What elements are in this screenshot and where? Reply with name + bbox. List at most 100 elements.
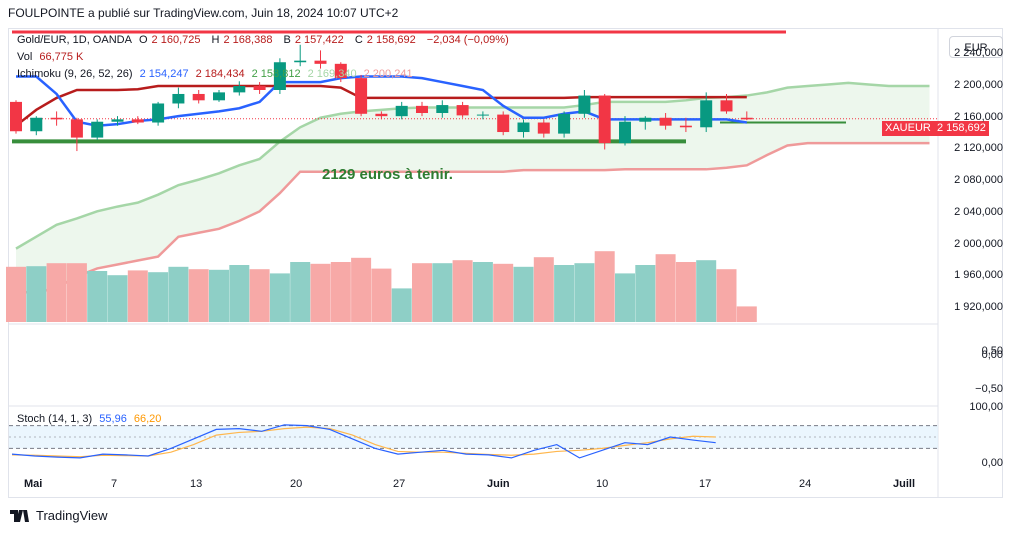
price-tag: XAUEUR 2 158,692 [882,121,989,136]
chart-frame [8,28,1003,498]
volume-bar [351,257,372,322]
volume-bar [46,263,67,322]
candle-body [476,114,489,116]
candle-body [273,62,286,90]
volume-bar [412,263,432,322]
stoch-band [9,425,938,449]
time-tick-label: Mai [24,478,43,490]
volume-bar [513,266,534,322]
candle-body [639,117,652,122]
candle-body [314,60,327,64]
candle-body [213,92,225,101]
candle-body [416,105,428,113]
legend-ichimoku-row: Ichimoku (9, 26, 52, 26) 2 154,247 2 184… [17,68,417,80]
osc-tick-label: −0,50 [975,383,1003,395]
price-tick-label: 2 080,000 [954,174,1003,187]
tradingview-logo-icon [10,509,29,522]
volume-bar [736,306,757,322]
candle-body [537,122,550,134]
candle-body [152,103,165,123]
legend-stoch-label: Stoch (14, 1, 3) [17,413,93,425]
volume-bar [269,273,290,322]
candle-body [679,125,692,128]
legend-stoch-k: 55,96 [99,413,127,425]
time-tick-label: 24 [799,478,812,490]
volume-bar [310,263,331,322]
candle-body [30,117,43,132]
candle-body [700,100,713,128]
candle-body [50,117,63,120]
volume-bar [371,268,392,322]
price-tick-label: 2 240,000 [954,47,1003,60]
candle-body [294,60,307,63]
support-annotation: 2129 euros à tenir. [322,166,453,183]
ichimoku-cloud [16,82,930,293]
volume-bar [148,272,169,322]
volume-bar [6,266,26,322]
volume-bar [127,270,148,322]
legend-stoch-row: Stoch (14, 1, 3) 55,96 66,20 [17,413,165,425]
candle-body [375,113,388,117]
volume-bar [696,260,717,322]
candle-body [131,119,144,123]
time-tick-label: Juin [487,478,510,490]
candle-body [395,105,408,117]
candle-body [436,105,449,113]
kijun-line [15,84,747,127]
volume-bar [26,266,47,322]
legend-stoch-d: 66,20 [133,413,162,425]
senkou-a-line [15,81,930,250]
candle-body [456,105,469,116]
price-tick-label: 1 920,000 [954,301,1003,314]
price-tick-label: 2 000,000 [954,237,1003,250]
candle-body [598,95,611,144]
stoch-tick-label: 100,00 [969,401,1003,413]
candle-body [334,63,347,79]
volume-bar [209,269,229,322]
legend-ichi-tenkan: 2 154,247 [139,68,189,80]
stoch-k-line [11,424,716,459]
volume-bar [554,265,575,322]
volume-bar [533,257,554,322]
volume-bar [574,263,595,322]
legend-ichimoku-label: Ichimoku (9, 26, 52, 26) [17,68,133,80]
tradingview-brand[interactable]: TradingView [10,508,108,523]
candle-body [355,78,368,114]
candle-body [70,119,83,138]
volume-bar [330,262,351,322]
volume-bar [188,269,209,322]
candle-body [720,100,733,112]
volume-bar [229,265,250,322]
time-tick-label: 27 [393,478,406,490]
stoch-d-line [11,426,716,458]
price-tick-label: 2 120,000 [954,142,1003,155]
volume-bar [66,263,87,322]
volume-bar [391,288,412,322]
legend-vol-value: 66,775 K [39,51,84,63]
volume-bar [87,271,108,322]
osc-tick-label: 0,50 [981,345,1003,357]
price-tick-label: 2 200,000 [954,79,1003,92]
candle-body [558,113,571,134]
currency-button[interactable]: EUR [949,36,1003,58]
volume-bar [716,269,737,322]
legend-vol-label: Vol [17,51,33,63]
candle-body [619,121,631,144]
osc-tick-label: 0,00 [981,349,1003,361]
legend-volume-row: Vol 66,775 K [17,51,87,63]
candle-body [578,95,591,114]
volume-bar [493,263,514,322]
volume-bar [472,262,493,322]
volume-bar [594,251,615,322]
volume-bar [249,269,270,322]
candle-body [10,101,22,132]
legend-change: −2,034 (−0,09%) [426,34,509,46]
price-tick-label: 1 960,000 [954,269,1003,282]
senkou-b-line [16,141,930,294]
candle-body [659,117,672,126]
volume-bar [290,262,311,322]
